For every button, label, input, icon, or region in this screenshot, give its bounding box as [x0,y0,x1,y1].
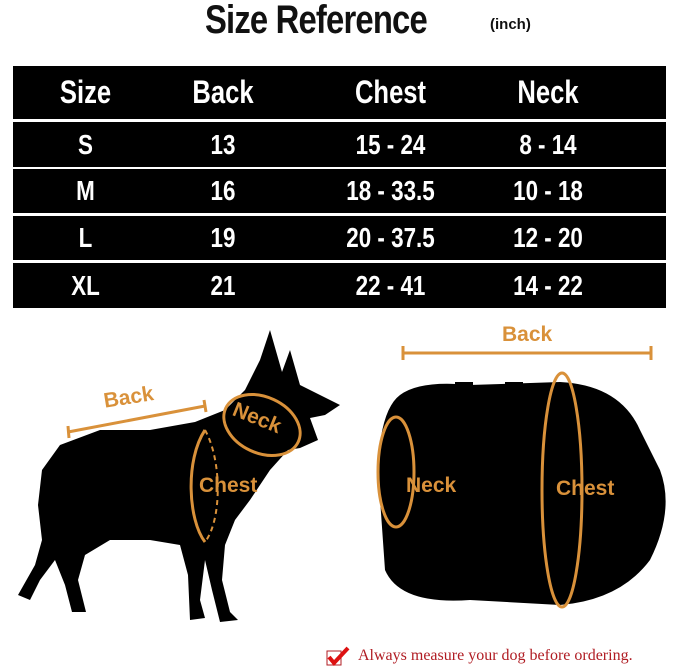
cell-back: 13 [210,128,236,160]
harness-chest-label: Chest [556,477,615,500]
table-row: L 19 20 - 37.5 12 - 20 [13,216,666,260]
cell-back: 16 [210,175,236,206]
cell-size: XL [71,269,100,301]
table-row: M 16 18 - 33.5 10 - 18 [13,169,666,213]
cell-neck: 14 - 22 [513,269,583,301]
cell-neck: 10 - 18 [513,175,583,206]
harness-neck-label: Neck [406,474,457,497]
header-back: Back [192,74,254,110]
table-header-row: Size Back Chest Neck [13,66,666,119]
cell-size: L [78,222,93,253]
page-title: Size Reference [205,0,428,42]
table-row: XL 21 22 - 41 14 - 22 [13,263,666,308]
cell-chest: 15 - 24 [355,128,426,160]
unit-label: (inch) [490,16,531,33]
dog-silhouette [18,330,340,622]
cell-chest: 22 - 41 [355,269,426,301]
measure-note: Always measure your dog before ordering. [358,647,633,664]
cell-size: S [78,128,93,160]
cell-size: M [76,175,95,206]
harness-chest-measure [540,371,584,609]
dog-neck-measure [222,393,302,457]
harness-neck-measure [376,415,416,529]
cell-back: 21 [210,269,236,301]
table-row: S 13 15 - 24 8 - 14 [13,122,666,167]
header-neck: Neck [517,74,579,110]
header-size: Size [59,74,112,110]
cell-chest: 20 - 37.5 [346,222,435,253]
cell-neck: 12 - 20 [513,222,583,253]
harness-silhouette [378,382,666,605]
cell-chest: 18 - 33.5 [346,175,435,206]
dog-back-measure [67,404,206,434]
cell-back: 19 [210,222,236,253]
dog-chest-label: Chest [199,474,258,497]
dog-chest-measure [189,429,207,543]
header-chest: Chest [354,74,427,110]
cell-neck: 8 - 14 [519,128,577,160]
checkbox-checked-icon [326,646,350,667]
harness-back-label: Back [502,323,553,346]
